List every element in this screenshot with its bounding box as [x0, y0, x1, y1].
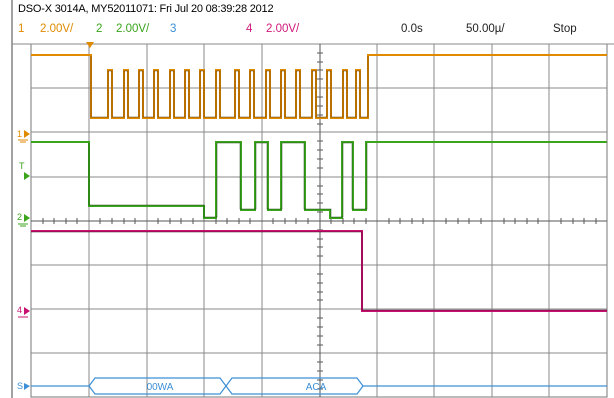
- ch2-waveform-shadow: [88, 142, 368, 218]
- time-scale[interactable]: 50.00µ/: [466, 23, 505, 35]
- ch3-number[interactable]: 3: [170, 23, 177, 35]
- trigger-level-marker[interactable]: T: [19, 161, 30, 180]
- ch4-waveform-shadow: [31, 231, 607, 311]
- time-offset[interactable]: 0.0s: [401, 23, 423, 35]
- instrument-title: DSO-X 3014A, MY52011071: Fri Jul 20 08:3…: [18, 3, 274, 15]
- ch4-scale[interactable]: 2.00V/: [266, 23, 300, 35]
- status-header: DSO-X 3014A, MY52011071: Fri Jul 20 08:3…: [0, 0, 614, 44]
- trigger-position-marker[interactable]: [86, 42, 94, 48]
- ch1-ground-marker[interactable]: 1: [17, 129, 30, 143]
- svg-text:4: 4: [17, 305, 22, 315]
- serial-bus-decode: [31, 377, 607, 395]
- ch1-scale[interactable]: 2.00V/: [40, 23, 74, 35]
- ch2-number[interactable]: 2: [96, 23, 103, 35]
- ch4-waveform: [31, 230, 607, 312]
- svg-text:1: 1: [17, 129, 22, 139]
- ch2-ground-marker[interactable]: 2: [17, 212, 30, 227]
- ch2-scale[interactable]: 2.00V/: [116, 23, 150, 35]
- svg-text:T: T: [19, 161, 25, 171]
- ch1-waveform-shadow: [90, 56, 369, 118]
- ch1-number[interactable]: 1: [18, 23, 25, 35]
- ch1-waveform: [31, 54, 607, 119]
- ch2-waveform: [31, 141, 607, 219]
- serial-bus-marker[interactable]: S: [17, 381, 30, 391]
- svg-text:2: 2: [17, 212, 22, 222]
- center-axes: [31, 44, 607, 397]
- ch4-ground-marker[interactable]: 4: [17, 305, 30, 318]
- svg-text:S: S: [17, 381, 23, 391]
- ch4-number[interactable]: 4: [246, 23, 253, 35]
- serial-packet-2[interactable]: ACA: [306, 382, 327, 393]
- center-axis-ticks: [42, 52, 597, 390]
- run-state[interactable]: Stop: [553, 23, 577, 35]
- serial-packet-1[interactable]: 00WA: [147, 382, 174, 393]
